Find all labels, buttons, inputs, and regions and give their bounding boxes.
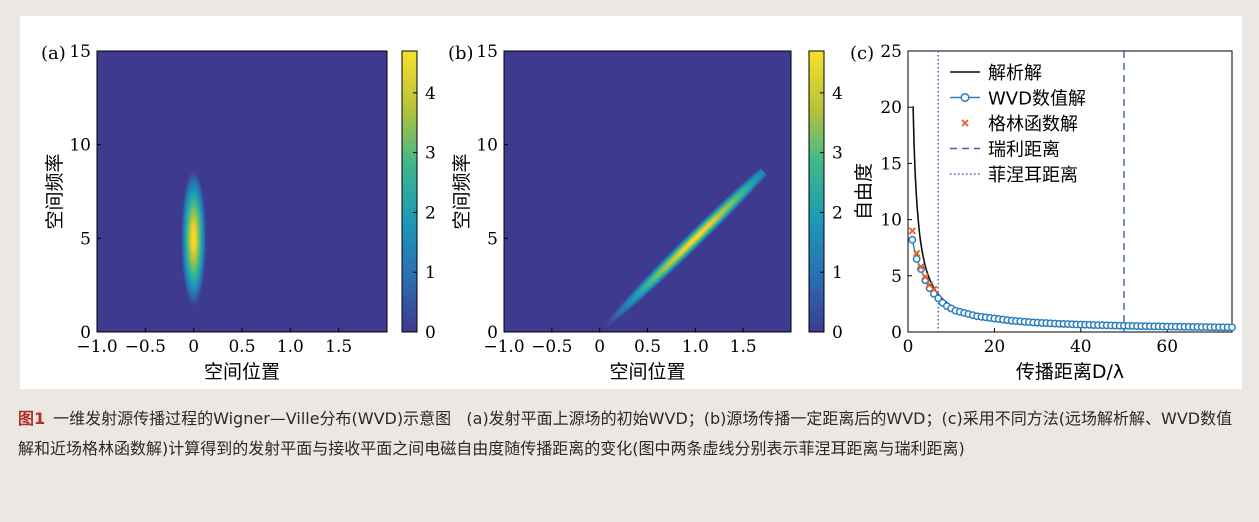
x-tick-label: 0.5 bbox=[634, 337, 661, 357]
x-tick-label: 1.0 bbox=[682, 337, 709, 357]
y-tick-label: 0 bbox=[487, 323, 498, 343]
y-tick-label: 10 bbox=[69, 136, 91, 156]
y-tick-label: 5 bbox=[80, 229, 91, 249]
legend-label: 解析解 bbox=[988, 63, 1042, 84]
x-tick-label: 0.5 bbox=[228, 337, 255, 357]
x-tick-label: 0 bbox=[903, 337, 914, 357]
x-tick-label: 0 bbox=[188, 337, 199, 357]
x-tick-label: 60 bbox=[1156, 337, 1178, 357]
x-tick-label: 40 bbox=[1070, 337, 1092, 357]
y-tick-label: 5 bbox=[487, 229, 498, 249]
x-axis-label: 空间位置 bbox=[609, 361, 685, 383]
x-axis-label: 传播距离D/λ bbox=[1016, 361, 1124, 383]
y-tick-label: 0 bbox=[80, 323, 91, 343]
caption-title: 一维发射源传播过程的Wigner—Ville分布(WVD)示意图 bbox=[53, 409, 451, 428]
y-axis-label: 空间频率 bbox=[451, 153, 473, 229]
colorbar-tick-label: 1 bbox=[425, 263, 436, 283]
y-tick-label: 25 bbox=[880, 42, 902, 62]
legend-label: 菲涅耳距离 bbox=[988, 165, 1078, 186]
y-axis-label: 空间频率 bbox=[44, 153, 66, 229]
colorbar-tick-label: 0 bbox=[425, 323, 436, 343]
y-axis-label: 自由度 bbox=[853, 163, 875, 220]
panel-label: (c) bbox=[850, 43, 874, 64]
x-tick-label: −0.5 bbox=[531, 337, 572, 357]
x-tick-label: 0 bbox=[594, 337, 605, 357]
colorbar-tick-label: 1 bbox=[832, 263, 843, 283]
y-tick-label: 20 bbox=[880, 98, 902, 118]
legend-label: WVD数值解 bbox=[988, 89, 1086, 110]
legend-label: 格林函数解 bbox=[988, 114, 1078, 135]
colorbar-tick-label: 0 bbox=[832, 323, 843, 343]
y-tick-label: 10 bbox=[476, 136, 498, 156]
wvd-solution-point bbox=[1229, 324, 1235, 330]
colorbar-tick-label: 3 bbox=[425, 144, 436, 164]
x-tick-label: 1.5 bbox=[325, 337, 352, 357]
figure-caption: 图1 一维发射源传播过程的Wigner—Ville分布(WVD)示意图 (a)发射… bbox=[18, 404, 1242, 464]
panel-label: (a) bbox=[41, 43, 66, 64]
wigner-distribution-blob bbox=[181, 170, 206, 306]
legend-label: 瑞利距离 bbox=[988, 140, 1060, 161]
colorbar-tick-label: 2 bbox=[832, 203, 843, 223]
colorbar-tick-label: 3 bbox=[832, 144, 843, 164]
wvd-solution-point bbox=[909, 237, 915, 243]
x-tick-label: 1.5 bbox=[730, 337, 757, 357]
caption-label: 图1 bbox=[18, 409, 45, 428]
legend-swatch-wvd-marker bbox=[961, 94, 969, 102]
y-tick-label: 15 bbox=[476, 42, 498, 62]
y-tick-label: 5 bbox=[891, 267, 902, 287]
y-tick-label: 0 bbox=[891, 323, 902, 343]
x-tick-label: −0.5 bbox=[125, 337, 166, 357]
figure: −1.0 −0.5 0 0.5 1.0 1.5 0 5 10 15 空间位置 空间频率 (a) 0 1 2 3 4… bbox=[0, 0, 1259, 400]
x-tick-label: 1.0 bbox=[277, 337, 304, 357]
x-axis-label: 空间位置 bbox=[204, 361, 280, 383]
x-tick-label: 20 bbox=[984, 337, 1006, 357]
panel-label: (b) bbox=[448, 43, 474, 64]
heatmap-background bbox=[97, 51, 387, 332]
colorbar-tick-label: 4 bbox=[832, 84, 843, 104]
colorbar-tick-label: 2 bbox=[425, 203, 436, 223]
y-tick-label: 15 bbox=[880, 154, 902, 174]
y-tick-label: 10 bbox=[880, 211, 902, 231]
y-tick-label: 15 bbox=[69, 42, 91, 62]
figure-chart: −1.0 −0.5 0 0.5 1.0 1.5051015空间位置空间频率(a)01234… bbox=[0, 0, 1259, 400]
colorbar-tick-label: 4 bbox=[425, 84, 436, 104]
